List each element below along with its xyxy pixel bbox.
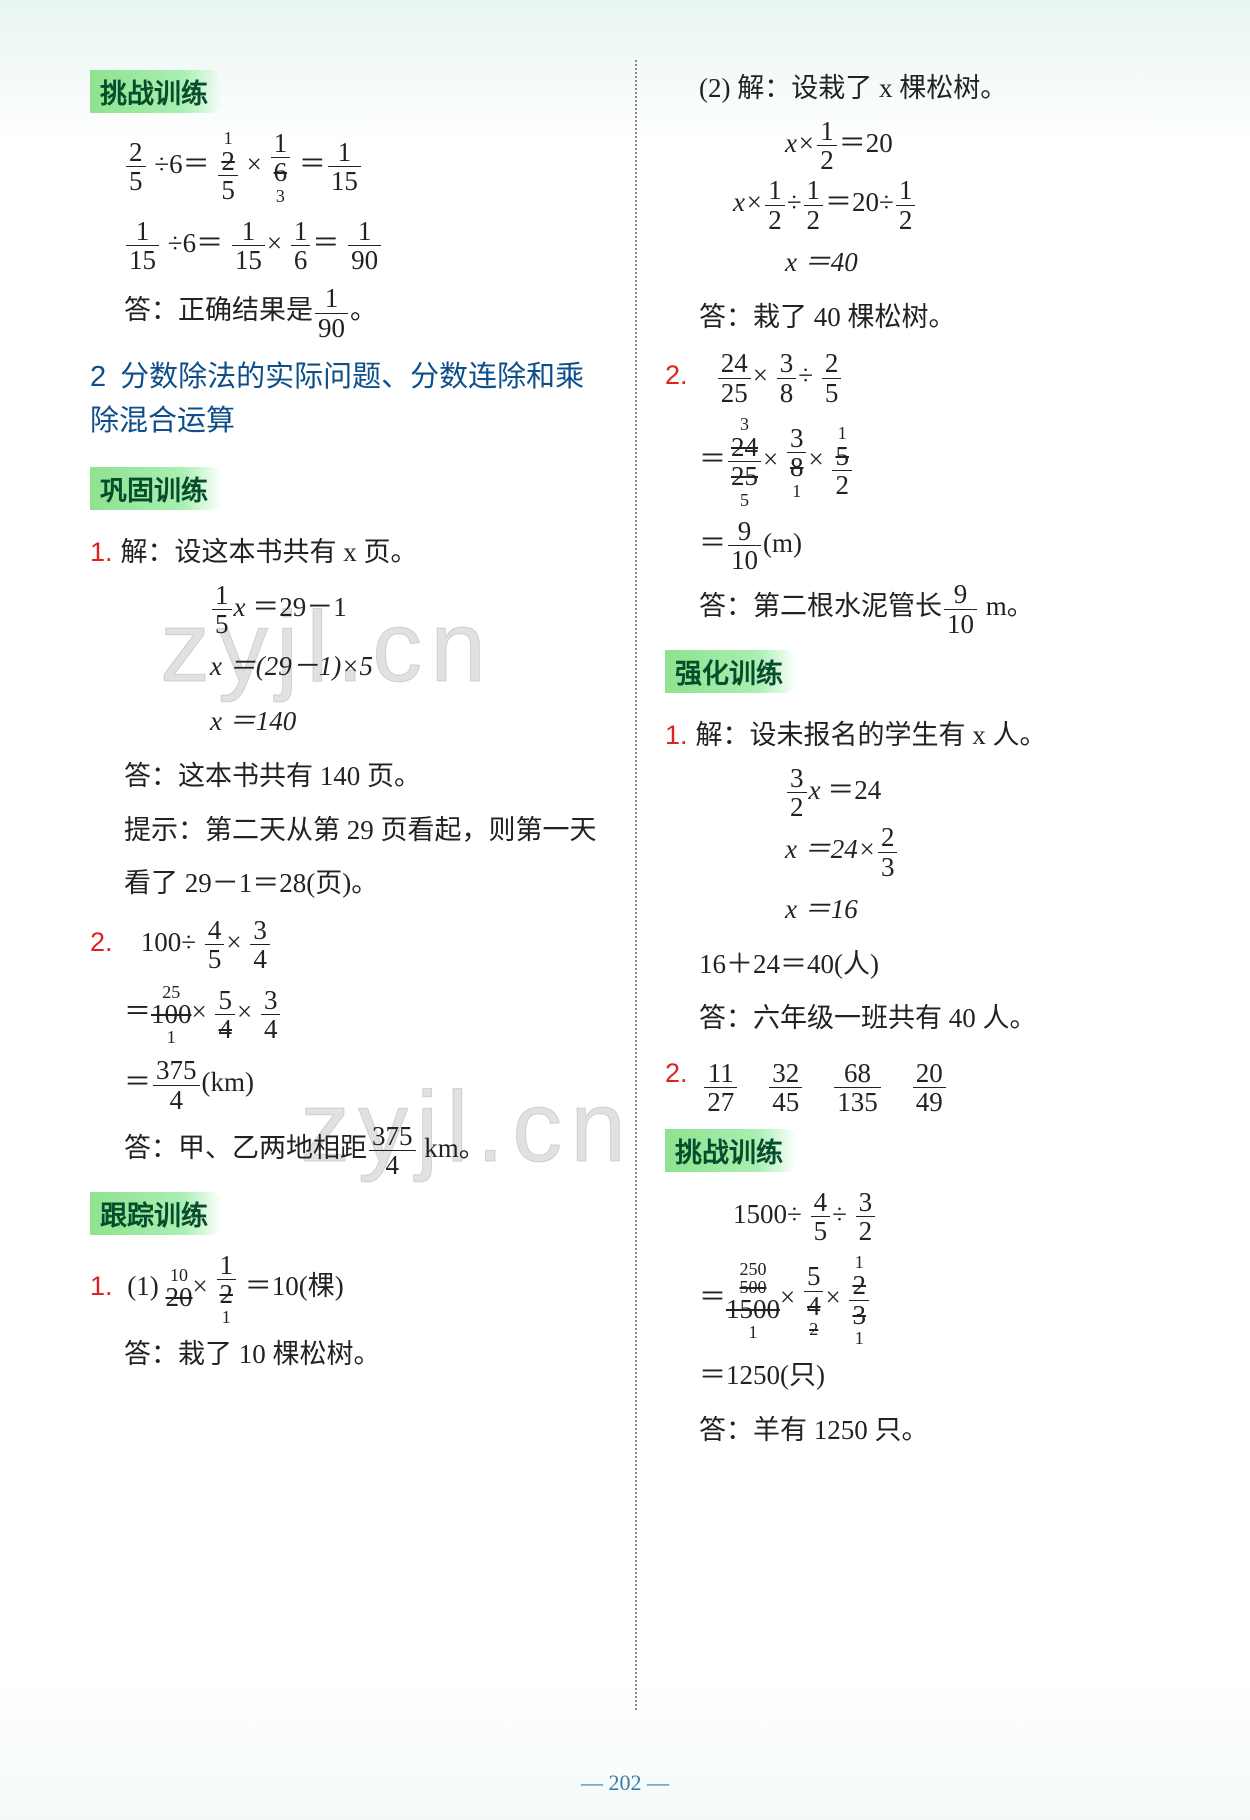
tag-follow: 跟踪训练 — [90, 1192, 222, 1235]
tag-consolidate: 巩固训练 — [90, 467, 222, 510]
q1-l2: x ＝(29－1)×5 — [90, 640, 605, 693]
column-divider — [635, 60, 637, 1710]
q2-l2: ＝251001× 54× 34 — [90, 983, 605, 1046]
r2-ans: 答：第二根水泥管长910 m。 — [665, 580, 1180, 638]
p2-setup: (2) 解：设栽了 x 棵松树。 — [665, 62, 1180, 115]
s1-l1: 32x ＝24 — [665, 764, 1180, 822]
q1-setup: 1.解：设这本书共有 x 页。 — [90, 526, 605, 579]
ans1: 答：正确结果是190。 — [90, 284, 605, 342]
s1-l2: x ＝24×23 — [665, 823, 1180, 881]
page-number: — 202 — — [0, 1770, 1250, 1796]
q2-l1: 2. 100÷ 45× 34 — [90, 916, 605, 974]
q1-l1: 15x ＝29－1 — [90, 581, 605, 639]
s1-sum: 16＋24＝40(人) — [665, 938, 1180, 991]
tag-challenge: 挑战训练 — [90, 70, 222, 113]
c-ans: 答：羊有 1250 只。 — [665, 1404, 1180, 1457]
s1-setup: 1.解：设未报名的学生有 x 人。 — [665, 709, 1180, 762]
s2: 2. 1127 3245 68135 2049 — [665, 1047, 1180, 1117]
tag-challenge-r: 挑战训练 — [665, 1129, 797, 1172]
p2-l2: x×12÷12＝20÷12 — [665, 176, 1180, 234]
c-l1: 1500÷ 45÷ 32 — [665, 1188, 1180, 1246]
c-l2: ＝25050015001× 542× 1231 — [665, 1253, 1180, 1347]
s1-ans: 答：六年级一班共有 40 人。 — [665, 992, 1180, 1045]
q1-ans: 答：这本书共有 140 页。 — [90, 750, 605, 803]
q2-ans: 答：甲、乙两地相距3754 km。 — [90, 1122, 605, 1180]
two-column-layout: 挑战训练 25 ÷6＝ 125 × 163 ＝115 115 ÷6＝ 115× … — [90, 60, 1180, 1710]
p2-l3: x ＝40 — [665, 236, 1180, 289]
q2-l3: ＝3754(km) — [90, 1056, 605, 1114]
f1-ans: 答：栽了 10 棵松树。 — [90, 1328, 605, 1381]
page: zyjl.cn zyjl.cn 挑战训练 25 ÷6＝ 125 × 163 ＝1… — [0, 0, 1250, 1820]
r2-l1: 2. 2425× 38÷ 25 — [665, 349, 1180, 407]
left-column: 挑战训练 25 ÷6＝ 125 × 163 ＝115 115 ÷6＝ 115× … — [90, 60, 635, 1710]
f1: 1. (1) 1020× 121 ＝10(棵) — [90, 1251, 605, 1327]
r2-l2: ＝324255× 381× 152 — [665, 415, 1180, 509]
p2-ans: 答：栽了 40 棵松树。 — [665, 291, 1180, 344]
right-column: (2) 解：设栽了 x 棵松树。 x×12＝20 x×12÷12＝20÷12 x… — [635, 60, 1180, 1710]
c-l3: ＝1250(只) — [665, 1349, 1180, 1402]
p2-l1: x×12＝20 — [665, 117, 1180, 175]
q1-l3: x ＝140 — [90, 695, 605, 748]
r2-l3: ＝910(m) — [665, 517, 1180, 575]
q1-hint: 提示：第二天从第 29 页看起，则第一天看了 29－1＝28(页)。 — [90, 804, 605, 909]
tag-strengthen: 强化训练 — [665, 650, 797, 693]
eq1: 25 ÷6＝ 125 × 163 ＝115 — [90, 129, 605, 205]
eq2: 115 ÷6＝ 115× 16＝ 190 — [90, 217, 605, 275]
s1-l3: x ＝16 — [665, 883, 1180, 936]
section-title: 2分数除法的实际问题、分数连除和乘除混合运算 — [90, 356, 605, 443]
